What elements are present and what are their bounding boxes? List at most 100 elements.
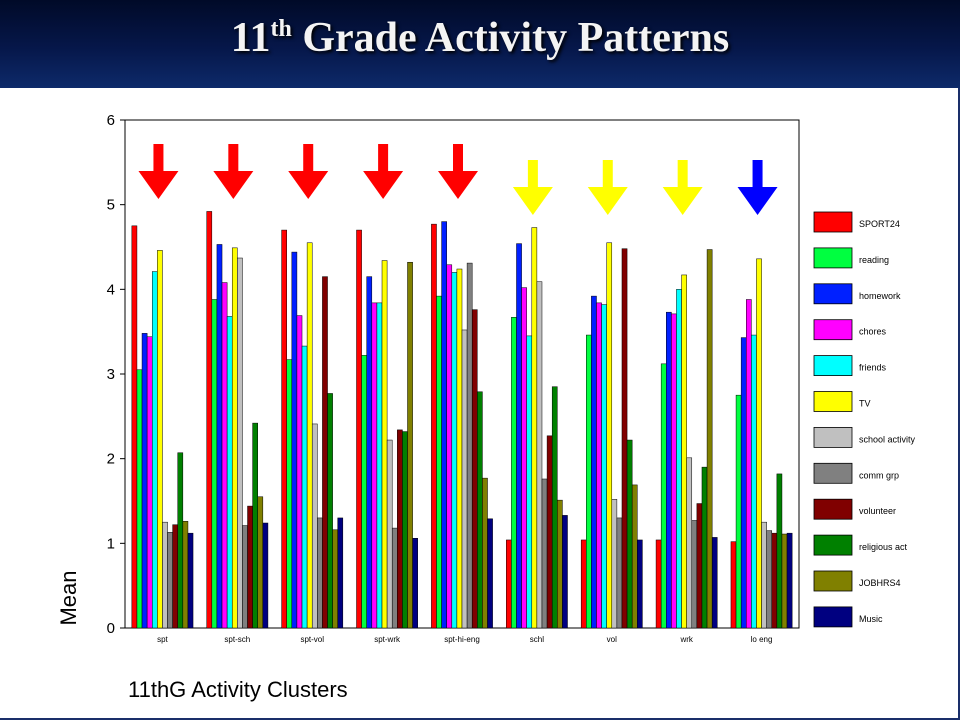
bar-homework-spt-hi-eng	[441, 221, 447, 629]
legend-swatch	[813, 319, 853, 341]
legend-label: volunteer	[859, 506, 896, 516]
bar-tv-lo-eng	[756, 258, 762, 629]
bar-school-activity-spt-sch	[237, 257, 243, 629]
bar-sport24-vol	[580, 539, 587, 629]
bar-tv-spt-wrk	[381, 260, 388, 629]
bar-religious-act-spt-vol	[327, 393, 333, 629]
x-tick-label: schl	[530, 635, 544, 644]
bar-homework-spt-vol	[291, 251, 298, 629]
bar-reading-wrk	[660, 363, 667, 629]
bar-music-lo-eng	[786, 532, 793, 629]
bar-comm-grp-spt-vol	[317, 517, 323, 629]
bar-chores-spt-vol	[296, 315, 303, 629]
bar-school-activity-spt	[162, 521, 168, 629]
title-bar: 11th Grade Activity Patterns	[0, 0, 960, 88]
bar-school-activity-spt-hi-eng	[461, 329, 468, 629]
bar-religious-act-wrk	[701, 466, 708, 629]
bar-jobhrs4-spt-sch	[257, 496, 264, 629]
y-axis-label: Mean	[56, 570, 81, 625]
legend-swatch	[813, 247, 853, 269]
bar-comm-grp-spt-sch	[242, 525, 248, 629]
bar-tv-spt-hi-eng	[456, 268, 463, 629]
x-tick-label: spt-vol	[300, 635, 324, 644]
y-tick-label: 6	[107, 112, 115, 129]
bar-religious-act-spt	[177, 452, 184, 629]
bar-homework-spt	[141, 333, 148, 629]
bar-jobhrs4-spt-vol	[332, 529, 338, 629]
legend-swatch	[813, 283, 853, 305]
arrow-annotations	[138, 144, 778, 215]
bar-jobhrs4-spt	[182, 521, 189, 629]
bar-religious-act-spt-sch	[252, 422, 258, 629]
slide-frame	[0, 88, 960, 720]
arrow-down-icon	[587, 160, 628, 215]
title-number: 11	[230, 15, 271, 61]
bar-comm-grp-wrk	[691, 520, 698, 629]
bar-religious-act-schl	[551, 386, 558, 629]
y-tick-label: 0	[107, 620, 115, 637]
bar-sport24-spt	[131, 225, 138, 629]
bar-chores-spt-wrk	[371, 302, 378, 629]
legend-label: TV	[859, 399, 871, 409]
bar-chores-spt	[146, 336, 153, 629]
bar-sport24-spt-hi-eng	[431, 223, 437, 629]
bar-reading-spt-sch	[211, 299, 218, 629]
bar-volunteer-spt-wrk	[397, 429, 403, 629]
bars	[131, 211, 793, 629]
legend-label: JOBHRS4	[859, 578, 901, 588]
bar-friends-lo-eng	[751, 334, 757, 629]
bar-homework-vol	[591, 295, 597, 629]
bar-music-spt-hi-eng	[487, 518, 493, 629]
title-text: Grade Activity Patterns	[291, 15, 730, 61]
bar-comm-grp-spt-wrk	[391, 527, 398, 629]
bar-jobhrs4-spt-hi-eng	[482, 477, 488, 629]
legend-label: homework	[859, 291, 901, 301]
x-tick-label: lo eng	[751, 635, 773, 644]
arrow-down-icon	[662, 160, 703, 215]
legend-swatch	[813, 606, 853, 628]
bar-jobhrs4-vol	[631, 484, 638, 629]
x-tick-label: wrk	[679, 635, 693, 644]
bar-religious-act-spt-wrk	[402, 431, 408, 629]
slide-title: 11th Grade Activity Patterns	[0, 14, 960, 62]
bar-volunteer-spt-sch	[247, 505, 253, 629]
x-axis-label: 11thG Activity Clusters	[128, 677, 348, 702]
legend-label: Music	[859, 614, 883, 624]
bar-volunteer-schl	[546, 435, 553, 629]
bar-music-spt-sch	[262, 522, 269, 629]
title-superscript: th	[270, 16, 292, 42]
bar-tv-schl	[531, 227, 538, 629]
bar-chores-vol	[596, 302, 602, 629]
bar-school-activity-schl	[536, 281, 543, 629]
y-tick-label: 4	[107, 281, 115, 298]
bar-reading-spt-vol	[286, 359, 293, 629]
bar-school-activity-lo-eng	[761, 521, 767, 629]
x-tick-label: spt-wrk	[374, 635, 401, 644]
legend-label: SPORT24	[859, 219, 900, 229]
x-axis: spt spt-sch spt-vol spt-wrk spt-hi-eng schl vo…	[157, 635, 772, 644]
bar-sport24-lo-eng	[730, 541, 737, 629]
arrow-down-icon	[438, 144, 478, 199]
bar-homework-schl	[516, 243, 522, 629]
bar-friends-spt-hi-eng	[451, 272, 458, 629]
legend-swatch	[813, 426, 853, 448]
bar-friends-schl	[526, 335, 533, 629]
bar-school-activity-spt-wrk	[386, 439, 393, 629]
bar-jobhrs4-spt-wrk	[407, 261, 413, 629]
bar-reading-spt-wrk	[361, 355, 367, 629]
bar-homework-spt-wrk	[366, 276, 373, 629]
bar-homework-wrk	[666, 311, 672, 629]
bar-chores-spt-hi-eng	[446, 264, 453, 629]
bar-jobhrs4-schl	[557, 499, 563, 629]
bar-friends-vol	[601, 304, 607, 629]
bar-tv-spt-sch	[231, 247, 238, 629]
bar-tv-spt	[157, 250, 163, 629]
bar-music-schl	[562, 515, 568, 629]
x-tick-label: vol	[607, 635, 617, 644]
y-tick-label: 3	[107, 366, 115, 383]
arrow-down-icon	[138, 144, 179, 199]
bar-jobhrs4-lo-eng	[781, 533, 788, 629]
y-tick-label: 2	[107, 451, 115, 468]
bar-reading-schl	[511, 317, 517, 629]
bar-school-activity-wrk	[686, 457, 693, 629]
